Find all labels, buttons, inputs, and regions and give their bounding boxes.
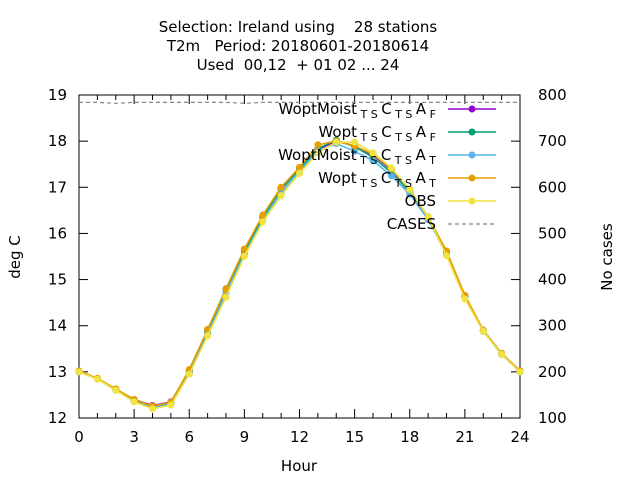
chart-title: Selection: Ireland using 28 stations T2m… [159, 18, 438, 74]
x-tick-label: 3 [129, 428, 139, 446]
y-tick-label: 19 [48, 86, 67, 104]
title-line-2: T2m Period: 20180601-20180614 [166, 37, 429, 55]
x-tick-label: 15 [345, 428, 364, 446]
cases-series [79, 101, 520, 104]
x-tick-label: 12 [290, 428, 309, 446]
data-point [406, 186, 414, 194]
data-series [75, 136, 524, 413]
y-tick-label: 16 [48, 224, 67, 242]
data-point [498, 350, 506, 358]
axis-ticks [78, 94, 521, 419]
data-point [424, 213, 432, 221]
data-point [204, 332, 212, 340]
data-point [314, 141, 322, 149]
y-axis-label: deg C [6, 235, 24, 279]
y2-tick-label: 100 [538, 409, 567, 427]
data-point [443, 252, 450, 260]
y-tick-label: 17 [48, 178, 67, 196]
data-point [369, 149, 377, 157]
y-tick-label: 18 [48, 132, 67, 150]
data-point [277, 192, 285, 200]
legend-sample-marker [468, 128, 476, 136]
legend-label: WoptMoist T S C T S A F [279, 100, 437, 121]
cases-line [79, 101, 520, 104]
data-point [351, 138, 359, 146]
data-point [75, 368, 83, 376]
data-point [167, 401, 175, 409]
data-point [387, 164, 395, 172]
title-line-1: Selection: Ireland using 28 stations [159, 18, 438, 36]
y2-tick-label: 200 [538, 363, 567, 381]
data-point [296, 169, 303, 177]
data-point [259, 211, 267, 219]
legend-sample-marker [468, 197, 476, 205]
series-line [78, 141, 521, 410]
legend-label: Wopt T S C T S A F [318, 123, 436, 144]
y2-tick-label: 300 [538, 317, 567, 335]
data-point [277, 183, 285, 191]
y-tick-label: 12 [48, 409, 67, 427]
series-5 [75, 138, 524, 413]
data-point [516, 368, 524, 376]
title-line-3: Used 00,12 + 01 02 ... 24 [197, 56, 400, 74]
legend-label: CASES [387, 215, 436, 233]
data-point [93, 375, 101, 383]
legend-label: Wopt T S C T S A T [318, 169, 436, 190]
x-axis-label: Hour [281, 457, 318, 475]
y-tick-label: 15 [48, 271, 67, 289]
data-point [387, 172, 395, 180]
y-tick-label: 14 [48, 317, 67, 335]
data-point [149, 405, 156, 413]
legend-sample-marker [468, 105, 476, 113]
legend-sample-marker [468, 174, 476, 182]
data-point [222, 285, 230, 293]
data-point [296, 163, 303, 171]
data-point [240, 245, 248, 253]
data-point [259, 218, 267, 226]
legend-label: OBS [405, 192, 436, 210]
data-point [185, 370, 193, 378]
axis-tick-labels: 0 3 6 9 12 15 18 21 24 12 13 14 15 16 17 18 19 100 200 300 4… [48, 86, 567, 446]
y2-axis-label: No cases [598, 223, 616, 291]
y-tick-label: 13 [48, 363, 67, 381]
y2-tick-label: 600 [538, 178, 567, 196]
data-point [314, 149, 322, 157]
y2-tick-label: 700 [538, 132, 567, 150]
legend-sample-marker [468, 151, 476, 159]
data-point [240, 253, 248, 260]
data-point [479, 327, 487, 335]
x-tick-label: 18 [400, 428, 419, 446]
x-tick-label: 0 [74, 428, 84, 446]
data-point [332, 138, 340, 146]
data-point [222, 293, 230, 301]
plot-frame [78, 94, 521, 419]
data-point [461, 295, 469, 303]
x-tick-label: 9 [240, 428, 250, 446]
x-tick-label: 21 [455, 428, 474, 446]
data-point [130, 398, 138, 406]
y2-tick-label: 800 [538, 86, 567, 104]
x-tick-label: 6 [184, 428, 194, 446]
legend-label: WoptMoist T S C T S A T [278, 146, 436, 167]
y2-tick-label: 400 [538, 271, 567, 289]
data-point [369, 157, 377, 164]
data-point [351, 147, 359, 155]
y2-tick-label: 500 [538, 224, 567, 242]
x-tick-label: 24 [510, 428, 529, 446]
series-line [78, 142, 521, 409]
data-point [112, 386, 120, 394]
